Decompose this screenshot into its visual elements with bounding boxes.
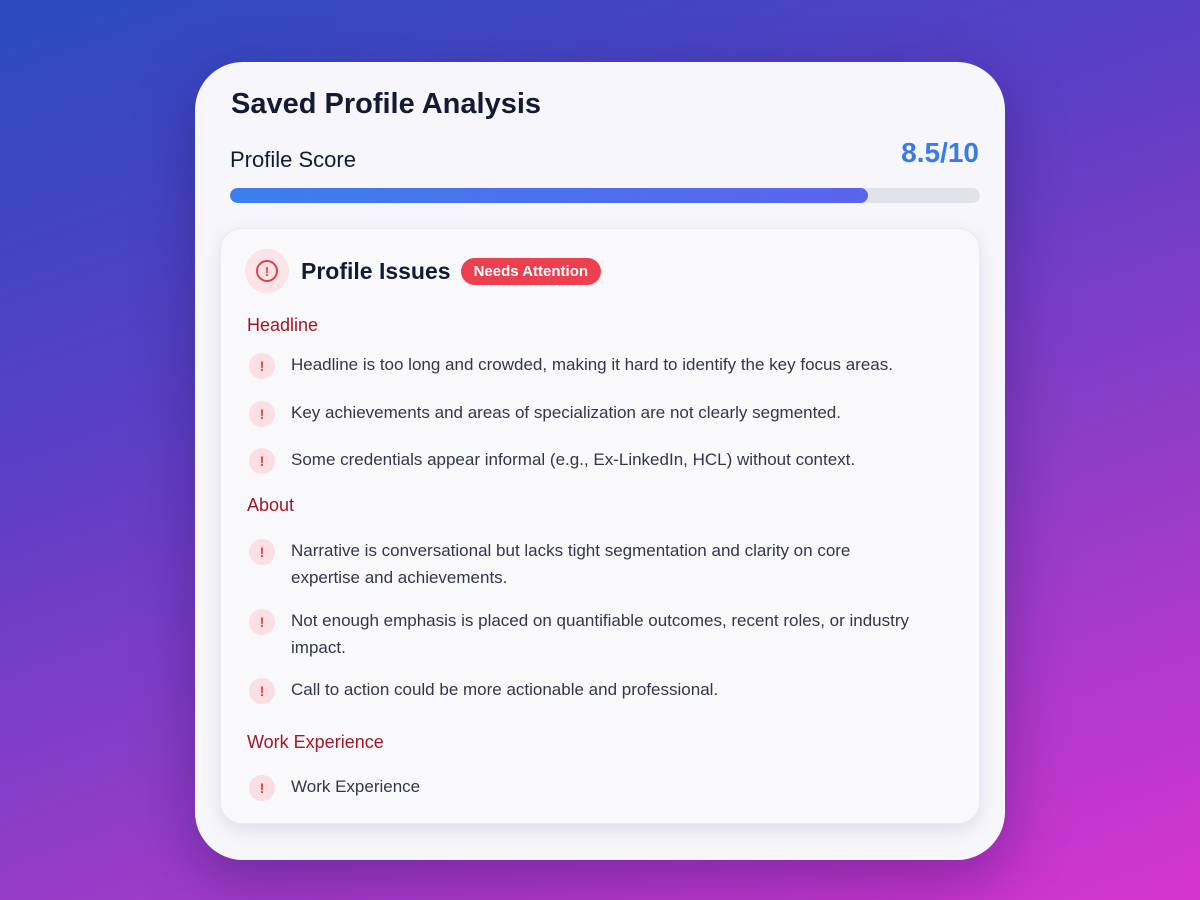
section-work-experience: Work Experience xyxy=(247,732,384,752)
alert-icon: ! xyxy=(249,775,275,801)
alert-icon: ! xyxy=(249,539,275,565)
section-headline: Headline xyxy=(247,315,319,335)
list-item: ! Key achievements and areas of specializ… xyxy=(249,401,949,427)
list-item: ! Headline is too long and crowded, makin… xyxy=(249,353,949,379)
score-value: 8.5/10 xyxy=(901,137,979,168)
alert-icon: ! xyxy=(249,401,275,427)
list-item: ! Call to action could be more actionable… xyxy=(249,678,949,704)
alert-icon: ! xyxy=(249,353,275,379)
profile-issues-panel: ! Profile Issues Needs Attention Headlin… xyxy=(220,228,980,824)
list-item: ! Work Experience xyxy=(249,775,949,801)
alert-icon: ! xyxy=(249,448,275,474)
alert-icon: ! xyxy=(249,609,275,635)
alert-circle-icon: ! xyxy=(245,249,289,293)
status-badge: Needs Attention xyxy=(460,257,602,285)
alert-icon: ! xyxy=(249,678,275,704)
page-title: Saved Profile Analysis xyxy=(231,88,542,120)
list-item: ! Not enough emphasis is placed on quanti… xyxy=(249,609,949,661)
issues-title: Profile Issues xyxy=(301,257,451,284)
section-about: About xyxy=(247,495,295,515)
profile-analysis-card: Saved Profile Analysis Profile Score 8.5… xyxy=(195,62,1005,860)
score-progress-fill xyxy=(230,188,868,203)
score-label: Profile Score xyxy=(230,147,356,172)
list-item: ! Some credentials appear informal (e.g.,… xyxy=(249,448,949,474)
score-progress-bar xyxy=(230,188,980,203)
list-item: ! Narrative is conversational but lacks t… xyxy=(249,539,949,591)
